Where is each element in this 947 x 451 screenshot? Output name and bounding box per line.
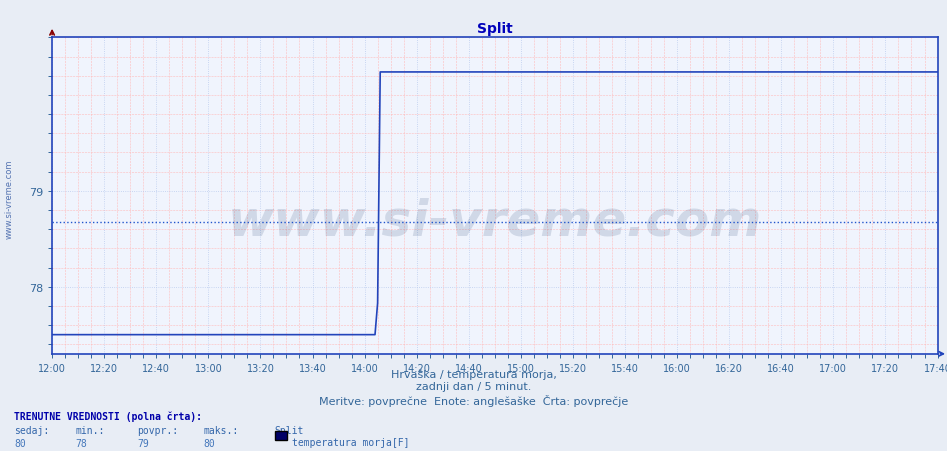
Text: zadnji dan / 5 minut.: zadnji dan / 5 minut.	[416, 381, 531, 391]
Text: 80: 80	[14, 438, 26, 448]
Text: Split: Split	[275, 425, 304, 435]
Text: temperatura morja[F]: temperatura morja[F]	[292, 437, 409, 446]
Text: Meritve: povprečne  Enote: anglešaške  Črta: povprečje: Meritve: povprečne Enote: anglešaške Črt…	[319, 394, 628, 406]
Text: 78: 78	[76, 438, 87, 448]
Text: www.si-vreme.com: www.si-vreme.com	[227, 198, 762, 245]
Title: Split: Split	[477, 22, 512, 36]
Text: Hrvaška / temperatura morja,: Hrvaška / temperatura morja,	[390, 368, 557, 379]
Text: povpr.:: povpr.:	[137, 425, 178, 435]
Text: 79: 79	[137, 438, 149, 448]
Text: www.si-vreme.com: www.si-vreme.com	[5, 159, 14, 238]
Text: sedaj:: sedaj:	[14, 425, 49, 435]
Text: min.:: min.:	[76, 425, 105, 435]
Text: maks.:: maks.:	[204, 425, 239, 435]
Text: TRENUTNE VREDNOSTI (polna črta):: TRENUTNE VREDNOSTI (polna črta):	[14, 410, 203, 421]
Text: 80: 80	[204, 438, 215, 448]
